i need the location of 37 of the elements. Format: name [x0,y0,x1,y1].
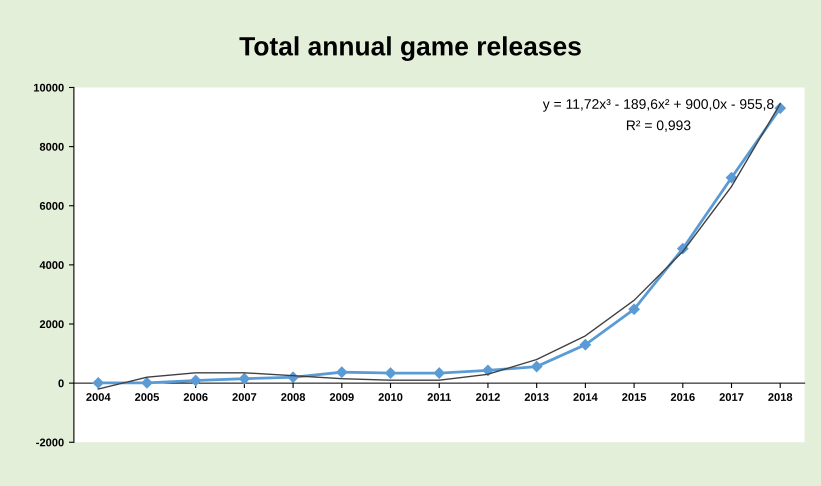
chart-title: Total annual game releases [239,36,581,61]
point [531,360,542,372]
point [336,366,348,378]
x-tick-label: 2006 [184,393,208,402]
y-tick-label: 4000 [40,261,64,270]
y-tick-label: 2000 [40,320,64,328]
x-tick-label: 2013 [524,393,549,402]
y-tick-label: 6000 [40,202,64,210]
x-tick-label: 2015 [622,393,646,402]
x-tick-label: 2017 [720,393,744,402]
y-tick-label: -2000 [36,438,64,446]
point [434,367,445,379]
x-tick-label: 2007 [232,393,256,402]
point [628,304,640,315]
x-tick-label: 2014 [573,393,598,402]
x-tick-label: 2011 [428,393,451,402]
point [190,374,202,386]
x-tick-label: 2005 [134,393,160,402]
annotation: R² = 0,993 [626,120,690,132]
x-tick-label: 2016 [670,393,695,402]
x-tick-label: 2010 [378,393,402,402]
y-tick-label: 10000 [34,84,64,92]
x-tick-label: 2008 [281,393,306,402]
y-tick-label: 0 [58,379,64,388]
point [384,367,396,379]
point [482,364,494,376]
point [580,339,591,350]
y-tick-label: 8000 [40,142,64,151]
x-tick-label: 2018 [768,393,792,402]
point [92,377,104,388]
point [141,377,153,388]
point [726,172,738,184]
x-tick-label: 2009 [330,393,354,402]
x-tick-label: 2004 [86,393,111,402]
point [238,373,250,384]
x-tick-label: 2012 [476,393,500,402]
annotation: y = 11,72x³ - 189,6x² + 900,0x - 955,8 [542,99,774,112]
